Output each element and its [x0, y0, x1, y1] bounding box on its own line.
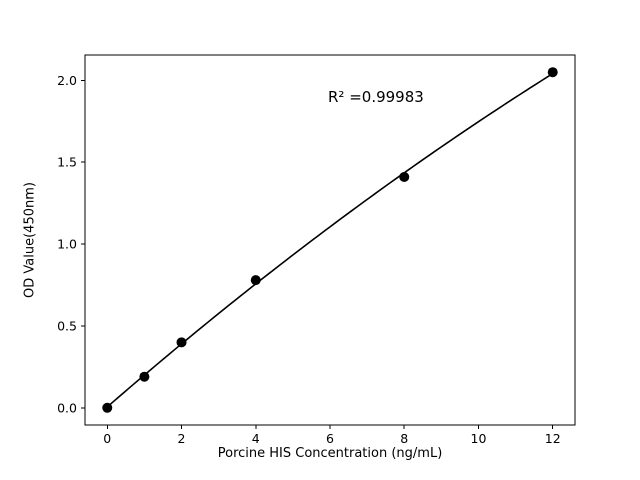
y-tick-label: 0.5 [57, 318, 77, 333]
y-tick-label: 2.0 [57, 73, 77, 88]
x-tick-label: 4 [252, 431, 260, 446]
fit-curve [106, 72, 554, 408]
data-point [176, 337, 187, 348]
plot-border [84, 54, 576, 426]
x-tick-label: 0 [103, 431, 111, 446]
y-tick-label: 1.0 [57, 237, 77, 252]
y-tick-label: 1.5 [57, 155, 77, 170]
x-tick-label: 10 [471, 431, 487, 446]
r-squared-annotation: R² =0.99983 [328, 88, 424, 106]
y-tick-label: 0.0 [57, 400, 77, 415]
data-point [102, 402, 113, 413]
y-axis-label: OD Value(450nm) [22, 182, 38, 298]
x-tick-label: 8 [400, 431, 408, 446]
x-tick-label: 2 [178, 431, 186, 446]
data-point [250, 275, 261, 286]
data-point [547, 67, 558, 78]
x-axis-label: Porcine HIS Concentration (ng/mL) [217, 446, 443, 461]
x-tick-label: 6 [326, 431, 334, 446]
x-tick-label: 12 [545, 431, 561, 446]
data-point [139, 371, 150, 382]
data-point [399, 171, 410, 182]
